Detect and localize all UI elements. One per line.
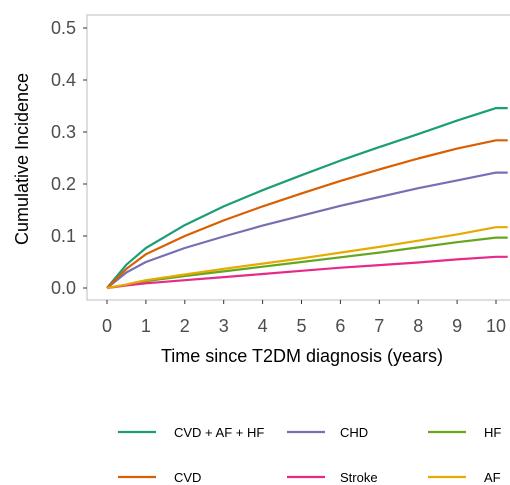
- x-tick-label: 0: [102, 316, 112, 336]
- series-line: [106, 226, 508, 290]
- x-tick-label: 9: [452, 316, 462, 336]
- legend-label: CVD + AF + HF: [174, 425, 264, 440]
- series-line: [106, 107, 508, 289]
- plot-area: [86, 14, 510, 301]
- x-axis-title: Time since T2DM diagnosis (years): [161, 346, 443, 366]
- y-axis-title: Cumulative Incidence: [12, 73, 32, 245]
- legend: CVD + AF + HF CHD HF CVD Stroke AF: [118, 425, 501, 485]
- y-tick-label: 0.5: [51, 18, 76, 38]
- y-tick-label: 0.0: [51, 278, 76, 298]
- x-tick-label: 10: [486, 316, 506, 336]
- y-tick-label: 0.2: [51, 174, 76, 194]
- x-tick-label: 5: [296, 316, 306, 336]
- x-tick-label: 6: [335, 316, 345, 336]
- legend-label: Stroke: [340, 470, 378, 485]
- x-tick-label: 1: [141, 316, 151, 336]
- series-line: [106, 139, 508, 289]
- x-tick-label: 2: [180, 316, 190, 336]
- series-line: [106, 171, 508, 289]
- x-tick-label: 3: [219, 316, 229, 336]
- legend-label: AF: [484, 470, 501, 485]
- x-tick-label: 8: [413, 316, 423, 336]
- legend-label: CHD: [340, 425, 368, 440]
- x-tick-label: 7: [374, 316, 384, 336]
- y-axis-ticks: 0.0 0.1 0.2 0.3 0.4 0.5: [51, 18, 87, 298]
- y-tick-label: 0.1: [51, 226, 76, 246]
- y-tick-label: 0.4: [51, 70, 76, 90]
- plot-panel-border: [86, 14, 510, 301]
- y-tick-label: 0.3: [51, 122, 76, 142]
- x-axis-ticks: 0 1 2 3 4 5 6 7 8 9 10: [102, 300, 506, 336]
- series-line: [106, 255, 508, 290]
- legend-label: CVD: [174, 470, 201, 485]
- x-tick-label: 4: [258, 316, 268, 336]
- legend-label: HF: [484, 425, 501, 440]
